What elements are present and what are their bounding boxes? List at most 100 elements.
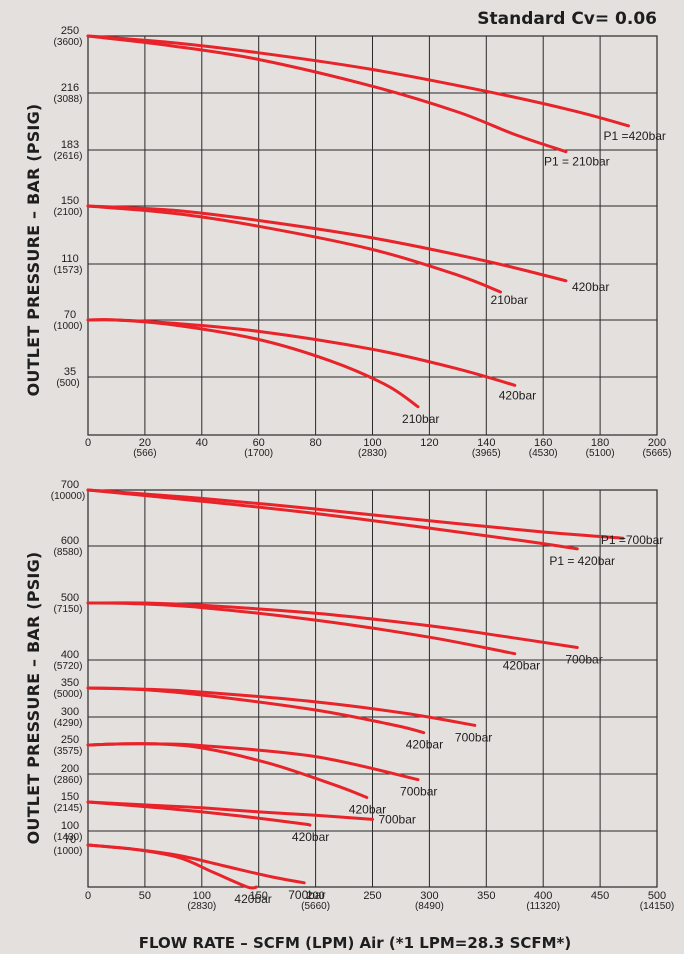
y-tick-label: 183 bbox=[61, 139, 79, 151]
y-tick-sublabel: (1000) bbox=[54, 321, 83, 332]
y-tick-label: 70 bbox=[64, 309, 76, 321]
curve-label: P1 = 210bar bbox=[544, 155, 610, 169]
y-tick-sublabel: (2860) bbox=[54, 775, 83, 786]
y-tick-sublabel: (8580) bbox=[54, 547, 83, 558]
y-tick-sublabel: (7150) bbox=[54, 604, 83, 615]
x-tick-label: 150 bbox=[250, 890, 268, 902]
x-tick-sublabel: (5660) bbox=[301, 901, 330, 912]
curve-210bar bbox=[86, 204, 502, 294]
curve-label: 210bar bbox=[402, 412, 439, 426]
chart-bottom-y-axis-label: OUTLET PRESSURE – BAR (PSIG) bbox=[24, 552, 43, 845]
x-tick-label: 60 bbox=[253, 437, 265, 449]
curve-label: 420bar bbox=[234, 892, 271, 906]
curve-420bar bbox=[86, 601, 517, 656]
x-tick-label: 120 bbox=[420, 437, 438, 449]
curve-700bar bbox=[86, 800, 374, 821]
y-tick-label: 350 bbox=[61, 677, 79, 689]
x-tick-label: 350 bbox=[477, 890, 495, 902]
x-tick-label: 250 bbox=[363, 890, 381, 902]
curve-420bar bbox=[86, 843, 258, 890]
curve-p1-700bar bbox=[86, 488, 625, 540]
curve-label: 700bar bbox=[379, 812, 416, 826]
x-tick-sublabel: (4530) bbox=[529, 448, 558, 459]
y-tick-label: 110 bbox=[61, 253, 79, 265]
y-tick-sublabel: (500) bbox=[56, 378, 79, 389]
curve-420bar bbox=[86, 742, 369, 799]
x-tick-label: 200 bbox=[648, 437, 666, 449]
y-tick-label: 400 bbox=[61, 649, 79, 661]
curve-label: P1 =420bar bbox=[604, 129, 666, 143]
x-tick-label: 160 bbox=[534, 437, 552, 449]
y-tick-sublabel: (1573) bbox=[54, 265, 83, 276]
standard-cv-title: Standard Cv= 0.06 bbox=[477, 9, 657, 29]
x-tick-sublabel: (5665) bbox=[643, 448, 672, 459]
x-tick-label: 100 bbox=[193, 890, 211, 902]
curve-label: 700bar bbox=[400, 785, 437, 799]
y-tick-label: 150 bbox=[61, 791, 79, 803]
x-tick-label: 400 bbox=[534, 890, 552, 902]
x-tick-sublabel: (8490) bbox=[415, 901, 444, 912]
x-tick-label: 0 bbox=[85, 437, 91, 449]
x-tick-label: 450 bbox=[591, 890, 609, 902]
x-tick-sublabel: (3965) bbox=[472, 448, 501, 459]
y-tick-sublabel: (4290) bbox=[54, 718, 83, 729]
chart-bottom-x-axis-label: FLOW RATE – SCFM (LPM) Air (*1 LPM=28.3 … bbox=[139, 934, 572, 952]
x-tick-label: 100 bbox=[363, 437, 381, 449]
y-tick-label: 100 bbox=[61, 820, 79, 832]
x-tick-label: 80 bbox=[309, 437, 321, 449]
curve-label: 420bar bbox=[292, 830, 329, 844]
y-tick-sublabel: (1000) bbox=[54, 846, 83, 857]
y-tick-label: 250 bbox=[61, 734, 79, 746]
curve-label: 420bar bbox=[499, 388, 536, 402]
curve-210bar bbox=[86, 318, 420, 409]
curve-700bar bbox=[86, 601, 579, 649]
y-tick-label: 600 bbox=[61, 535, 79, 547]
x-tick-sublabel: (2830) bbox=[187, 901, 216, 912]
y-tick-label: 500 bbox=[61, 592, 79, 604]
curve-label: 210bar bbox=[491, 293, 528, 307]
curve-label: P1 = 420bar bbox=[549, 554, 615, 568]
curve-label: 420bar bbox=[503, 659, 540, 673]
curve-label: 700bar bbox=[288, 888, 325, 902]
x-tick-label: 140 bbox=[477, 437, 495, 449]
y-tick-label: 250 bbox=[61, 25, 79, 37]
x-tick-sublabel: (1700) bbox=[244, 448, 273, 459]
y-tick-label: 200 bbox=[61, 763, 79, 775]
y-tick-sublabel: (2100) bbox=[54, 207, 83, 218]
x-tick-sublabel: (11320) bbox=[526, 901, 560, 912]
curve-label: 420bar bbox=[406, 738, 443, 752]
y-tick-sublabel: (10000) bbox=[51, 491, 85, 502]
x-tick-sublabel: (5100) bbox=[586, 448, 615, 459]
x-tick-label: 50 bbox=[139, 890, 151, 902]
x-tick-label: 40 bbox=[196, 437, 208, 449]
curve-p1-210bar bbox=[86, 34, 568, 154]
x-tick-label: 180 bbox=[591, 437, 609, 449]
x-tick-sublabel: (2830) bbox=[358, 448, 387, 459]
y-tick-sublabel: (3600) bbox=[54, 37, 83, 48]
curve-420bar bbox=[86, 800, 312, 827]
x-tick-label: 200 bbox=[306, 890, 324, 902]
y-tick-label: 150 bbox=[61, 195, 79, 207]
curve-label: 420bar bbox=[349, 803, 386, 817]
y-tick-sublabel: (2616) bbox=[54, 151, 83, 162]
y-tick-label: 70 bbox=[64, 834, 76, 846]
y-tick-sublabel: (3575) bbox=[54, 746, 83, 757]
x-tick-label: 300 bbox=[420, 890, 438, 902]
curve-420bar bbox=[86, 686, 426, 735]
plot-frame bbox=[87, 35, 658, 436]
curve-label: 700bar bbox=[455, 730, 492, 744]
y-tick-label: 700 bbox=[61, 479, 79, 491]
y-tick-label: 216 bbox=[61, 82, 79, 94]
y-tick-sublabel: (1430) bbox=[54, 832, 83, 843]
curve-p1-420bar bbox=[86, 34, 630, 128]
curve-420bar bbox=[86, 204, 568, 283]
curve-label: 420bar bbox=[572, 280, 609, 294]
y-tick-sublabel: (5000) bbox=[54, 689, 83, 700]
x-tick-label: 0 bbox=[85, 890, 91, 902]
chart-top-y-axis-label: OUTLET PRESSURE – BAR (PSIG) bbox=[24, 104, 43, 397]
y-tick-sublabel: (2145) bbox=[54, 803, 83, 814]
x-tick-label: 500 bbox=[648, 890, 666, 902]
y-tick-sublabel: (3088) bbox=[54, 94, 83, 105]
chart-top: 0 20(566) 40 60(1700) 80 100(2830) 120 140(3965… bbox=[24, 25, 671, 459]
x-tick-sublabel: (14150) bbox=[640, 901, 674, 912]
